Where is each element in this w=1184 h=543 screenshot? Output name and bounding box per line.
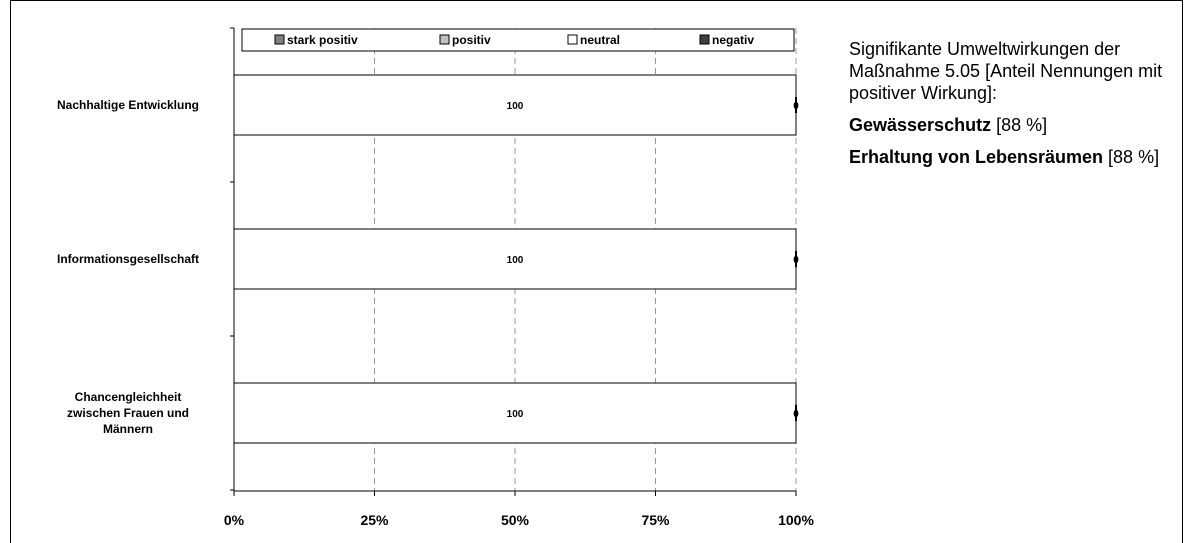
category-label-3-line-3: Männern [103, 422, 153, 436]
legend-label-positiv: positiv [452, 33, 491, 47]
category-label-1: Nachhaltige Entwicklung [57, 98, 199, 112]
legend-box [241, 28, 795, 52]
legend-label-neutral: neutral [580, 33, 620, 47]
stacked-bar-chart: 100 0 Nachhaltige Entwicklung 100 0 Informati… [57, 27, 814, 528]
side-item-1: Gewässerschutz [88 %] [849, 114, 1179, 136]
data-label-2-neutral: 100 [507, 255, 524, 266]
x-tick-label-50: 50% [501, 512, 530, 528]
category-label-3-line-1: Chancengleichheit [75, 390, 182, 404]
legend-swatch-stark-positiv [274, 34, 285, 45]
side-item-1-value: [88 %] [991, 115, 1048, 135]
x-tick-label-75: 75% [641, 512, 670, 528]
legend-swatch-positiv [439, 34, 450, 45]
data-label-3-negativ: 0 [793, 409, 799, 420]
legend-swatch-neutral [567, 34, 578, 45]
legend-label-stark-positiv: stark positiv [287, 33, 358, 47]
figure-frame [10, 0, 1183, 543]
bar-1-neutral [233, 74, 797, 136]
side-annotation: Signifikante Umweltwirkungen der Maßnahm… [849, 38, 1179, 178]
category-label-3-line-2: zwischen Frauen und [67, 406, 189, 420]
x-tick-label-0: 0% [224, 512, 245, 528]
legend-swatch-negativ [699, 34, 710, 45]
legend-label-negativ: negativ [712, 33, 754, 47]
category-label-2: Informationsgesellschaft [57, 252, 199, 266]
data-label-3-neutral: 100 [507, 409, 524, 420]
x-tick-label-25: 25% [360, 512, 389, 528]
side-item-1-title: Gewässerschutz [849, 115, 992, 135]
side-item-2-title: Erhaltung von Lebensräumen [849, 147, 1104, 167]
side-intro: Signifikante Umweltwirkungen der Maßnahm… [849, 39, 1163, 103]
x-tick-label-100: 100% [778, 512, 814, 528]
side-item-2: Erhaltung von Lebensräumen [88 %] [849, 146, 1179, 168]
data-label-2-negativ: 0 [793, 255, 799, 266]
data-label-1-negativ: 0 [793, 101, 799, 112]
data-label-1-neutral: 100 [507, 101, 524, 112]
side-item-2-value: [88 %] [1103, 147, 1160, 167]
